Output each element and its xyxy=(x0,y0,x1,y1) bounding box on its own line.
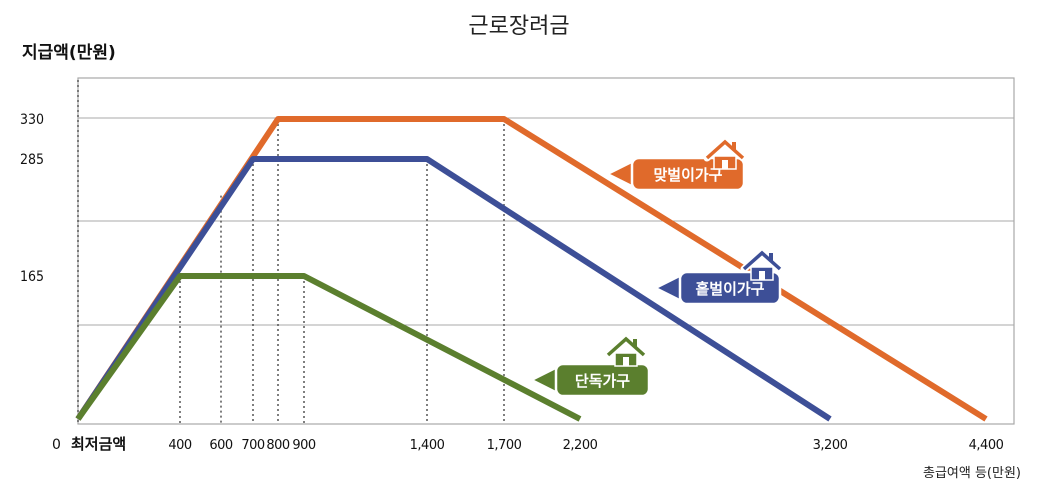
x-tick-label: 700 xyxy=(241,438,265,453)
legend-item: 홑벌이가구 xyxy=(653,249,784,306)
series-line xyxy=(75,156,832,422)
house-door xyxy=(623,357,629,366)
x-tick-label: 400 xyxy=(168,438,192,453)
legend-box-cover xyxy=(682,274,778,302)
x-tick-label: 600 xyxy=(209,438,233,453)
y-tick-labels: 165 285 330 xyxy=(20,112,44,285)
y-tick-label: 285 xyxy=(20,152,44,168)
legend-box-cover xyxy=(558,366,647,394)
house-chimney xyxy=(769,253,773,261)
grid-lines xyxy=(78,117,1014,326)
house-roof xyxy=(606,336,646,357)
x-tick-labels: 400 600 700 800 900 1,400 1,700 2,200 3,200 4,400 xyxy=(168,438,1004,453)
x-tick-label: 1,700 xyxy=(487,438,522,453)
x-tick-label: 2,200 xyxy=(563,438,598,453)
house-door xyxy=(722,160,728,169)
house-chimney xyxy=(732,142,736,150)
house-chimney xyxy=(633,339,637,347)
x-tick-label: 1,400 xyxy=(410,438,445,453)
house-icon xyxy=(604,335,648,367)
y-tick-label: 330 xyxy=(20,112,44,128)
house-icon xyxy=(740,249,784,281)
house-roof xyxy=(705,139,745,160)
y-axis-title: 지급액(만원) xyxy=(22,43,116,63)
x-tick-label: 4,400 xyxy=(969,438,1004,453)
x-axis-title: 총급여액 등(만원) xyxy=(923,466,1021,481)
series-line xyxy=(75,273,582,422)
x-tick-label: 900 xyxy=(292,438,316,453)
legend-label: 맞벌이가구 xyxy=(653,166,722,184)
x-tick-label: 3,200 xyxy=(813,438,848,453)
legend-label: 홑벌이가구 xyxy=(695,280,764,298)
plot-frame xyxy=(77,77,1015,425)
guide-lines xyxy=(77,80,505,424)
chart-title: 근로장려금 xyxy=(468,14,569,39)
house-door xyxy=(759,271,765,280)
house-roof xyxy=(742,250,782,271)
x-origin-label: 0 xyxy=(52,437,61,453)
house-icon xyxy=(703,138,747,170)
x-tick-label: 800 xyxy=(266,438,290,453)
x-tick-min-amount: 최저금액 xyxy=(71,435,126,453)
legend-label: 단독가구 xyxy=(575,372,630,390)
y-tick-label: 165 xyxy=(20,269,44,285)
legend-item: 단독가구 xyxy=(529,335,651,398)
legend-item: 맞벌이가구 xyxy=(605,138,747,192)
